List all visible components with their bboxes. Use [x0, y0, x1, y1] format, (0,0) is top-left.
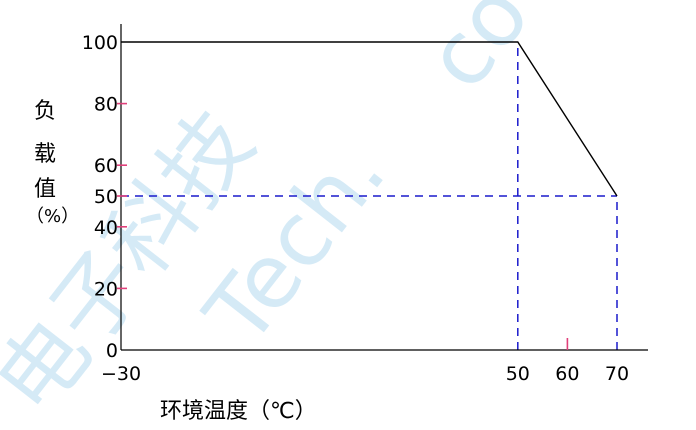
y-tick-label-100: 100	[82, 32, 118, 54]
y-axis-title: 负载值 （%）	[26, 99, 79, 227]
x-tick-label-60: 60	[555, 363, 579, 385]
y-axis-title-part: 值	[34, 177, 56, 202]
y-tick-label-60: 60	[94, 155, 118, 177]
y-axis-title-part: 负	[34, 99, 56, 124]
y-tick-label-80: 80	[94, 94, 118, 116]
y-axis-title-part: （%）	[26, 206, 79, 227]
x-tick-label-50: 50	[506, 363, 530, 385]
x-axis-title: 环境温度（℃）	[160, 399, 317, 424]
y-tick-label-20: 20	[94, 278, 118, 300]
y-tick-label-50: 50	[94, 186, 118, 208]
x-tick-label--30: −30	[101, 363, 141, 385]
y-tick-label-0: 0	[106, 340, 118, 362]
y-tick-label-40: 40	[94, 217, 118, 239]
y-axis-title-part: 载	[34, 142, 56, 167]
x-tick-label-70: 70	[605, 363, 629, 385]
watermark: 电子科技 Tech. co	[0, 0, 549, 430]
watermark-text-co: co	[405, 0, 549, 108]
